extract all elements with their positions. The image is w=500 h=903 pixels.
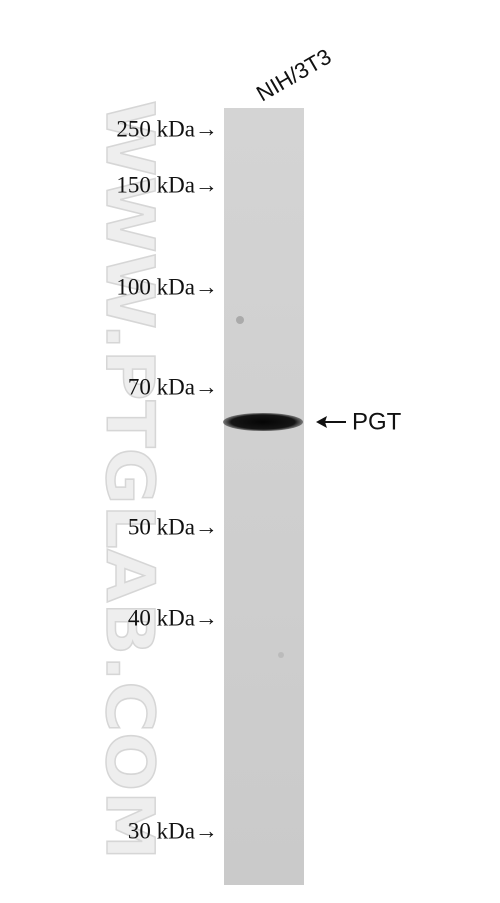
marker-label: 50 kDa→	[128, 514, 218, 539]
band	[223, 413, 303, 431]
band-arrow	[316, 416, 346, 428]
marker-label: 30 kDa→	[128, 818, 218, 843]
lane-label: NIH/3T3	[252, 44, 335, 107]
marker-label: 100 kDa→	[116, 274, 218, 299]
watermark: WWW.PTGLAB.COM	[91, 100, 168, 860]
lane	[224, 108, 304, 885]
speck	[278, 652, 284, 658]
band-label: PGT	[352, 408, 402, 435]
marker-label: 70 kDa→	[128, 374, 218, 399]
marker-label: 40 kDa→	[128, 605, 218, 630]
marker-label: 150 kDa→	[116, 172, 218, 197]
marker-label: 250 kDa→	[116, 116, 218, 141]
markers: 250 kDa→ 150 kDa→ 100 kDa→ 70 kDa→ 50 kD…	[116, 116, 218, 843]
speck	[236, 316, 244, 324]
